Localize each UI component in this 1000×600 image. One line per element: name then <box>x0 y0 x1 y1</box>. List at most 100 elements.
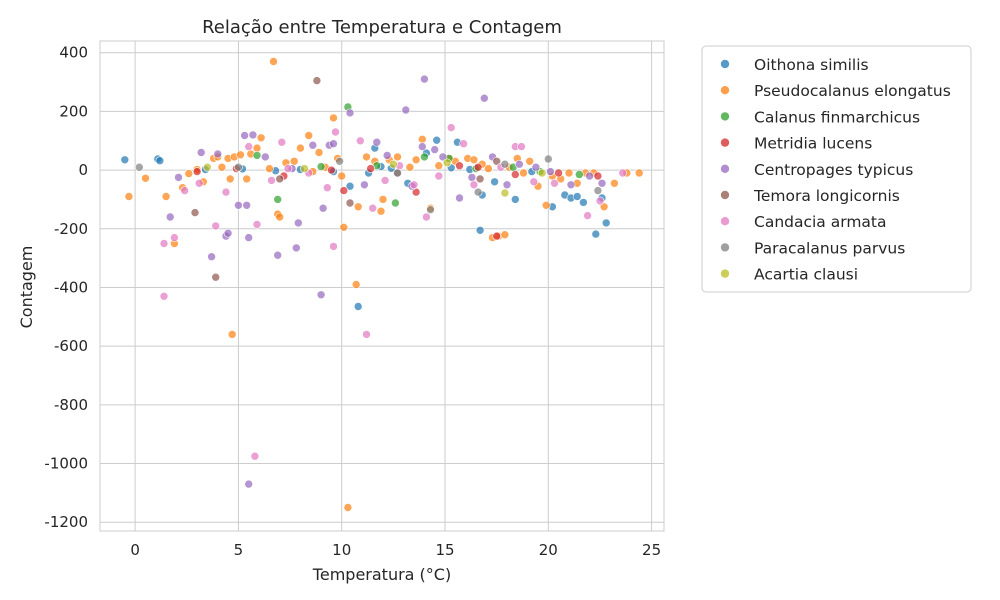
data-point <box>316 290 326 300</box>
data-point <box>269 57 278 66</box>
data-point <box>382 151 392 160</box>
y-tick-label: 400 <box>59 44 88 62</box>
tick-labels: 0 5 10 15 20 25 400 200 0 -200 -400 -600 -800 -1000 -1… <box>44 44 661 559</box>
data-point <box>275 212 285 222</box>
data-point <box>170 233 179 242</box>
data-point <box>362 330 371 339</box>
data-point <box>372 137 382 147</box>
data-point <box>599 202 609 212</box>
data-point <box>252 151 262 160</box>
data-point <box>502 180 512 190</box>
chart-title: Relação entre Temperatura e Contagem <box>202 17 562 38</box>
data-point <box>543 154 553 164</box>
data-point <box>296 143 305 153</box>
data-point <box>591 229 601 239</box>
data-point <box>339 186 349 195</box>
data-point <box>566 180 576 190</box>
data-point <box>360 180 369 190</box>
data-point <box>593 171 603 181</box>
data-point <box>345 108 355 118</box>
data-point <box>434 171 444 181</box>
data-point <box>417 142 427 151</box>
plot-frame <box>99 40 665 532</box>
data-point <box>554 168 563 178</box>
legend-marker <box>720 111 730 122</box>
x-axis-label: Temperatura (°C) <box>312 565 451 584</box>
data-point <box>273 195 283 204</box>
data-point <box>267 176 276 185</box>
data-point <box>192 167 202 176</box>
data-point <box>265 164 274 173</box>
y-tick-label: 200 <box>59 102 88 120</box>
data-point <box>345 181 355 191</box>
data-point <box>529 177 539 187</box>
data-point <box>442 158 452 168</box>
data-point <box>275 174 285 184</box>
legend-entry-label: Pseudocalanus elongatus <box>754 82 951 100</box>
data-point <box>446 123 456 132</box>
data-point <box>422 212 431 222</box>
data-point <box>593 186 603 195</box>
data-point <box>432 135 442 145</box>
series-group <box>165 74 607 489</box>
y-tick-label: -200 <box>54 220 88 238</box>
data-point <box>244 479 253 489</box>
data-point <box>155 156 165 165</box>
y-tick-label: -800 <box>54 396 88 414</box>
data-point <box>393 168 402 178</box>
data-point <box>405 162 415 172</box>
data-point <box>343 503 353 512</box>
legend-entry-label: Metridia lucens <box>754 135 872 153</box>
data-point <box>236 150 245 160</box>
data-point <box>283 164 293 173</box>
data-point <box>277 137 287 147</box>
series-group <box>135 154 603 214</box>
data-point <box>438 152 448 162</box>
data-point <box>366 164 375 173</box>
data-point <box>353 202 363 212</box>
data-point <box>308 140 318 150</box>
data-point <box>391 198 400 208</box>
data-point <box>174 173 183 182</box>
data-point <box>393 152 402 162</box>
data-point <box>417 135 427 144</box>
data-point <box>337 171 347 181</box>
data-point <box>312 76 322 85</box>
data-point <box>289 157 299 166</box>
data-point <box>515 159 524 169</box>
series-group <box>159 123 628 461</box>
data-point <box>469 180 479 190</box>
data-point <box>434 161 444 170</box>
data-point <box>221 187 231 197</box>
y-axis-label: Contagem <box>17 246 36 329</box>
data-point <box>355 136 365 146</box>
data-point <box>223 228 233 238</box>
data-point <box>180 186 189 195</box>
data-point <box>225 174 235 184</box>
y-tick-label: 0 <box>78 161 88 179</box>
legend-marker <box>720 164 730 174</box>
data-point <box>335 157 344 166</box>
data-point <box>500 188 510 198</box>
data-point <box>510 195 520 204</box>
data-point <box>420 74 429 84</box>
data-point <box>211 272 220 282</box>
data-point <box>190 208 200 217</box>
series-group <box>192 161 603 241</box>
data-point <box>459 139 468 148</box>
data-point <box>314 148 324 157</box>
data-point <box>240 131 249 140</box>
data-point <box>124 192 134 201</box>
data-point <box>564 168 574 178</box>
data-point <box>473 187 483 197</box>
data-point <box>572 192 582 201</box>
data-point <box>322 183 332 192</box>
data-point <box>409 180 419 190</box>
data-point <box>401 105 411 115</box>
data-point <box>550 179 559 188</box>
data-point <box>304 131 314 140</box>
data-point <box>484 164 493 173</box>
series-group <box>190 76 502 282</box>
data-point <box>353 302 363 311</box>
